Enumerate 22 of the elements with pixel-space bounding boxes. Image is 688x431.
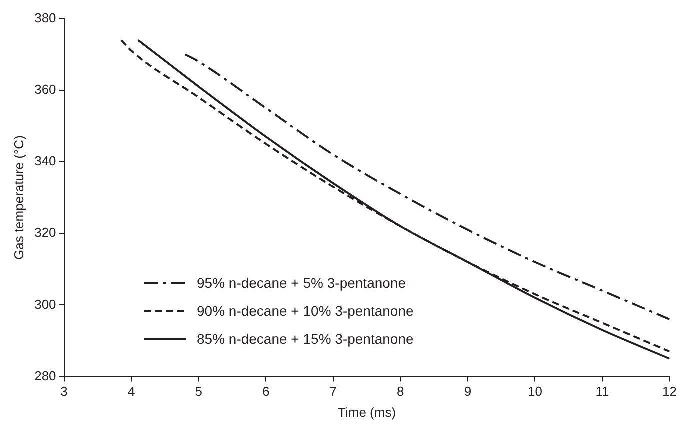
x-tick-label: 11 <box>596 384 610 400</box>
x-tick-label: 3 <box>60 384 68 400</box>
x-tick-label: 12 <box>662 384 678 400</box>
x-tick-label: 9 <box>464 384 472 400</box>
legend-label: 95% n-decane + 5% 3-pentanone <box>197 275 406 291</box>
y-tick-label: 360 <box>34 82 56 97</box>
x-axis-title: Time (ms) <box>338 404 396 420</box>
x-tick-label: 10 <box>528 384 542 400</box>
y-tick-label: 320 <box>34 225 56 240</box>
y-tick-label: 280 <box>34 368 56 384</box>
x-tick-label: 7 <box>330 384 338 400</box>
x-tick-label: 4 <box>128 384 136 400</box>
y-tick-label: 300 <box>34 296 56 312</box>
legend-label: 90% n-decane + 10% 3-pentanone <box>197 303 414 319</box>
y-axis-title: Gas temperature (°C) <box>11 136 26 260</box>
y-tick-label: 380 <box>34 10 56 26</box>
x-tick-label: 5 <box>195 384 202 400</box>
x-tick-label: 8 <box>397 384 404 400</box>
line-series <box>184 54 670 321</box>
x-tick-label: 6 <box>262 384 270 400</box>
y-tick-label: 340 <box>34 154 56 169</box>
legend-label: 85% n-decane + 15% 3-pentanone <box>197 331 414 347</box>
